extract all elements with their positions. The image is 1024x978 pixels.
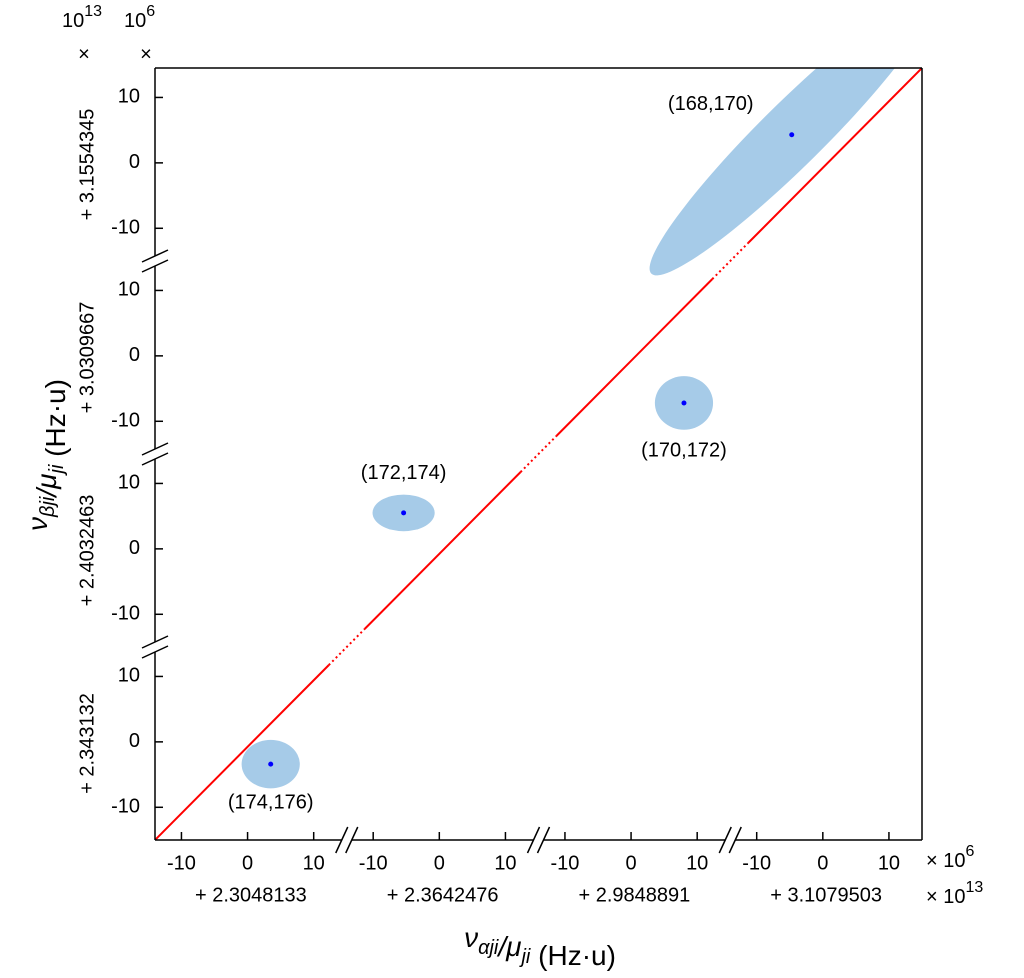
diagonal-line-dotted xyxy=(519,435,558,473)
x-offset-label: + 2.9848891 xyxy=(578,884,690,906)
x-tick-label: -10 xyxy=(742,852,771,874)
x-offset-label: + 3.1079503 xyxy=(770,884,882,906)
axis-break xyxy=(718,826,732,854)
axis-break xyxy=(141,249,169,263)
y-scale-text: 10 xyxy=(62,10,84,32)
point xyxy=(681,400,687,406)
y-scale-text: 10 xyxy=(124,10,146,32)
axis-break xyxy=(345,826,359,854)
x-offset-scale-text-exponent: 13 xyxy=(965,879,983,896)
axis-break xyxy=(141,635,169,649)
y-tick-label: 0 xyxy=(129,151,140,173)
y-tick-label: 10 xyxy=(118,279,140,301)
y-tick-label: 10 xyxy=(118,86,140,108)
x-scale-text-exponent: 6 xyxy=(965,843,974,860)
diagonal-line-dotted xyxy=(328,628,366,666)
x-axis-label-text: (Hz·u) xyxy=(530,940,616,971)
plot-area xyxy=(155,68,922,840)
x-scale: × 106 xyxy=(926,843,974,872)
x-tick-label: -10 xyxy=(550,852,579,874)
point xyxy=(268,761,274,767)
x-tick-label: -10 xyxy=(359,852,388,874)
x-tick-label: 0 xyxy=(626,852,637,874)
y-tick-label: 10 xyxy=(118,472,140,494)
axis-break xyxy=(141,645,169,659)
y-tick-label: 0 xyxy=(129,537,140,559)
y-tick-label: -10 xyxy=(111,217,140,239)
y-tick-label: -10 xyxy=(111,603,140,625)
y-axis-label-sub: βji xyxy=(37,496,59,518)
axis-break xyxy=(335,826,349,854)
axis-break xyxy=(728,826,742,854)
axis-break xyxy=(526,826,541,854)
point-label: (170,172) xyxy=(641,439,727,461)
y-axis-label: νβji/μji (Hz·u) xyxy=(22,379,71,531)
y-offset-label: + 2.343132 xyxy=(76,693,98,794)
x-tick-label: -10 xyxy=(167,852,196,874)
diagonal-line-dotted xyxy=(711,242,749,280)
x-tick-label: 10 xyxy=(303,852,325,874)
y-offset-label: + 3.1554345 xyxy=(76,109,98,221)
axis-break xyxy=(536,826,551,854)
y-tick-label: 10 xyxy=(118,665,140,687)
point-label: (174,176) xyxy=(228,791,314,813)
point xyxy=(401,510,407,516)
y-scale: 106 xyxy=(124,3,155,32)
x-axis-label: ναji/μji (Hz·u) xyxy=(464,922,616,971)
axis-break xyxy=(141,259,169,273)
point-label: (172,174) xyxy=(361,462,447,484)
x-axis-label-sub: ji xyxy=(518,946,530,968)
y-offset-label: + 2.4032463 xyxy=(76,495,98,607)
x-offset-scale-text: × 10 xyxy=(926,886,965,908)
diagonal-line xyxy=(555,278,713,437)
x-tick-label: 0 xyxy=(434,852,445,874)
y-axis-label-text: ν xyxy=(22,517,53,531)
y-tick-label: 0 xyxy=(129,344,140,366)
y-tick-label: -10 xyxy=(111,410,140,432)
x-offset-label: + 2.3642476 xyxy=(387,884,499,906)
y-offset-label: + 3.0309667 xyxy=(76,302,98,414)
y-scale-sign: × xyxy=(140,43,152,65)
y-tick-label: 0 xyxy=(129,730,140,752)
y-tick-label: -10 xyxy=(111,796,140,818)
x-offset-label: + 2.3048133 xyxy=(195,884,307,906)
x-axis-label-text: ν xyxy=(464,922,478,953)
x-scale-text: × 10 xyxy=(926,850,965,872)
x-tick-label: 0 xyxy=(242,852,253,874)
point-label: (168,170) xyxy=(668,93,754,115)
x-tick-label: 10 xyxy=(878,852,900,874)
x-tick-label: 0 xyxy=(817,852,828,874)
axis-break xyxy=(141,442,169,456)
y-scale: 1013 xyxy=(62,3,102,32)
y-axis-label-sub: ji xyxy=(46,464,68,476)
diagonal-line xyxy=(364,471,522,630)
y-axis-label-text: /μ xyxy=(31,474,62,499)
x-tick-label: 10 xyxy=(494,852,516,874)
y-scale-text-exponent: 6 xyxy=(146,3,155,20)
y-axis-label-text: (Hz·u) xyxy=(40,379,71,465)
point xyxy=(789,132,795,138)
x-axis-label-sub: αji xyxy=(478,937,499,959)
axis-break xyxy=(141,452,169,466)
x-offset-scale: × 1013 xyxy=(926,879,983,908)
y-scale-sign: × xyxy=(78,43,90,65)
diagonal-line xyxy=(747,68,922,244)
x-tick-label: 10 xyxy=(686,852,708,874)
diagonal-line xyxy=(155,664,330,840)
x-axis-label-text: /μ xyxy=(496,931,521,962)
y-scale-text-exponent: 13 xyxy=(84,3,102,20)
uncertainty-ellipse xyxy=(649,68,922,276)
